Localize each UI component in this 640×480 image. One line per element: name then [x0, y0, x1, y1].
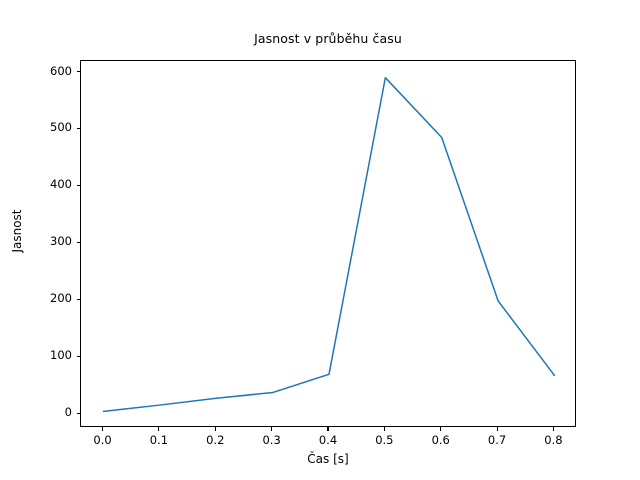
data-series-line — [102, 76, 556, 413]
y-tick-mark — [76, 355, 80, 357]
x-tick-label: 0.5 — [375, 433, 394, 447]
y-tick-mark — [76, 184, 80, 186]
y-tick-label: 0 — [64, 405, 72, 420]
x-tick-mark — [327, 427, 329, 431]
y-tick-mark — [76, 298, 80, 300]
y-tick-mark — [76, 71, 80, 73]
x-tick-label: 0.6 — [431, 433, 450, 447]
x-tick-mark — [552, 427, 554, 431]
x-tick-mark — [214, 427, 216, 431]
y-tick-label: 200 — [50, 291, 72, 306]
x-tick-label: 0.0 — [93, 433, 112, 447]
y-axis-label: Jasnost — [10, 209, 24, 253]
y-tick-label: 500 — [50, 120, 72, 135]
line-chart-svg — [102, 76, 556, 413]
x-tick-mark — [271, 427, 273, 431]
y-tick-label: 300 — [50, 234, 72, 249]
y-tick-label: 600 — [50, 63, 72, 78]
plot-axes-area — [80, 60, 576, 427]
x-axis-label: Čas [s] — [307, 452, 349, 466]
y-tick-mark — [76, 127, 80, 130]
x-tick-mark — [158, 427, 160, 431]
x-tick-mark — [383, 427, 385, 431]
x-tick-mark — [101, 427, 104, 431]
x-tick-label: 0.8 — [544, 433, 563, 447]
x-tick-label: 0.3 — [262, 433, 281, 447]
x-tick-mark — [496, 427, 498, 431]
y-tick-mark — [76, 241, 80, 243]
y-tick-label: 400 — [50, 177, 72, 192]
x-tick-label: 0.2 — [206, 433, 225, 447]
x-tick-label: 0.4 — [318, 433, 338, 447]
y-tick-label: 100 — [50, 348, 72, 363]
y-tick-mark — [76, 412, 80, 414]
x-tick-label: 0.7 — [487, 433, 507, 447]
chart-title: Jasnost v průběhu času — [254, 31, 402, 46]
x-tick-label: 0.1 — [149, 433, 169, 447]
x-tick-mark — [440, 427, 442, 431]
